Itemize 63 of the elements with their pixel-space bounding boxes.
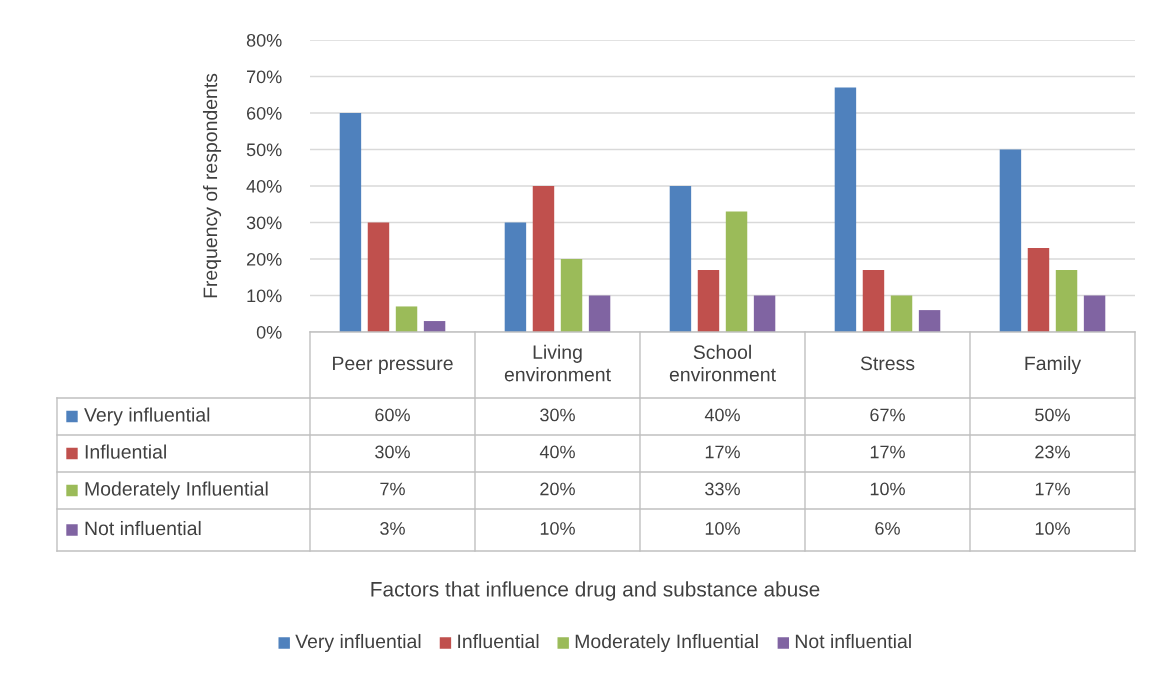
data-label: 10% (1035, 522, 1070, 535)
y-tick-label: 80% (246, 33, 282, 47)
text: Influential (458, 633, 539, 649)
y-tick-label: 20% (246, 252, 282, 266)
bar (1055, 269, 1078, 332)
data-label: 10% (870, 482, 905, 496)
x-tick-label: School environment (669, 344, 776, 382)
data-label: 17% (870, 445, 905, 459)
legend-label: Not influential (85, 520, 201, 536)
bar (862, 269, 885, 332)
bar (834, 87, 857, 332)
bar (697, 269, 720, 332)
x-tick-label: Family (1025, 355, 1082, 375)
data-label: 30% (540, 408, 575, 422)
data-label: 23% (1035, 445, 1070, 459)
y-axis-title: Frequency of respondents (202, 73, 222, 298)
data-label: 3% (380, 522, 405, 535)
text: Factors that influence drug and substance abuse (371, 581, 820, 601)
data-label: 20% (540, 482, 575, 496)
bar (725, 211, 748, 332)
data-label: 50% (1035, 408, 1070, 422)
y-tick-label: 10% (247, 289, 282, 303)
x-tick-label: Stress (860, 356, 915, 371)
bar (560, 259, 583, 332)
legend-label: Moderately Influential (85, 481, 268, 500)
data-label: 10% (705, 522, 740, 535)
data-label: 10% (540, 522, 575, 535)
y-tick-label: 30% (246, 216, 282, 230)
bar (532, 186, 555, 332)
data-label: 6% (875, 522, 900, 535)
data-label: 30% (375, 445, 410, 459)
data-label: 7% (380, 482, 405, 496)
legend-label: Very influential (84, 407, 210, 426)
bar (504, 222, 527, 332)
data-label: 17% (705, 445, 740, 459)
bar (395, 306, 418, 332)
bar (1083, 295, 1106, 332)
data-label: 40% (704, 408, 740, 422)
bar (669, 186, 692, 332)
bar (890, 295, 913, 332)
y-tick-label: 60% (247, 106, 282, 120)
bar (339, 113, 362, 332)
text: Not influential (795, 633, 911, 649)
data-label: 17% (1035, 482, 1070, 496)
bar (367, 222, 390, 332)
bar (753, 295, 776, 332)
y-tick-label: 50% (246, 143, 282, 157)
text: Very influential (295, 633, 421, 653)
data-label: 60% (375, 408, 410, 422)
legend-label: Influential (85, 444, 166, 459)
text: Moderately Influential (575, 633, 758, 653)
y-tick-label: 40% (246, 179, 282, 193)
y-tick-label: 0% (256, 325, 282, 339)
y-tick-label: 70% (247, 70, 282, 84)
x-tick-label: Living environment (504, 344, 611, 382)
x-tick-label: Peer pressure (333, 356, 453, 375)
bar (588, 295, 611, 332)
data-label: 67% (870, 408, 905, 422)
data-label: 33% (705, 482, 740, 496)
bar (918, 310, 941, 332)
bar (999, 149, 1022, 332)
bar (1027, 248, 1050, 332)
data-label: 40% (539, 445, 575, 459)
